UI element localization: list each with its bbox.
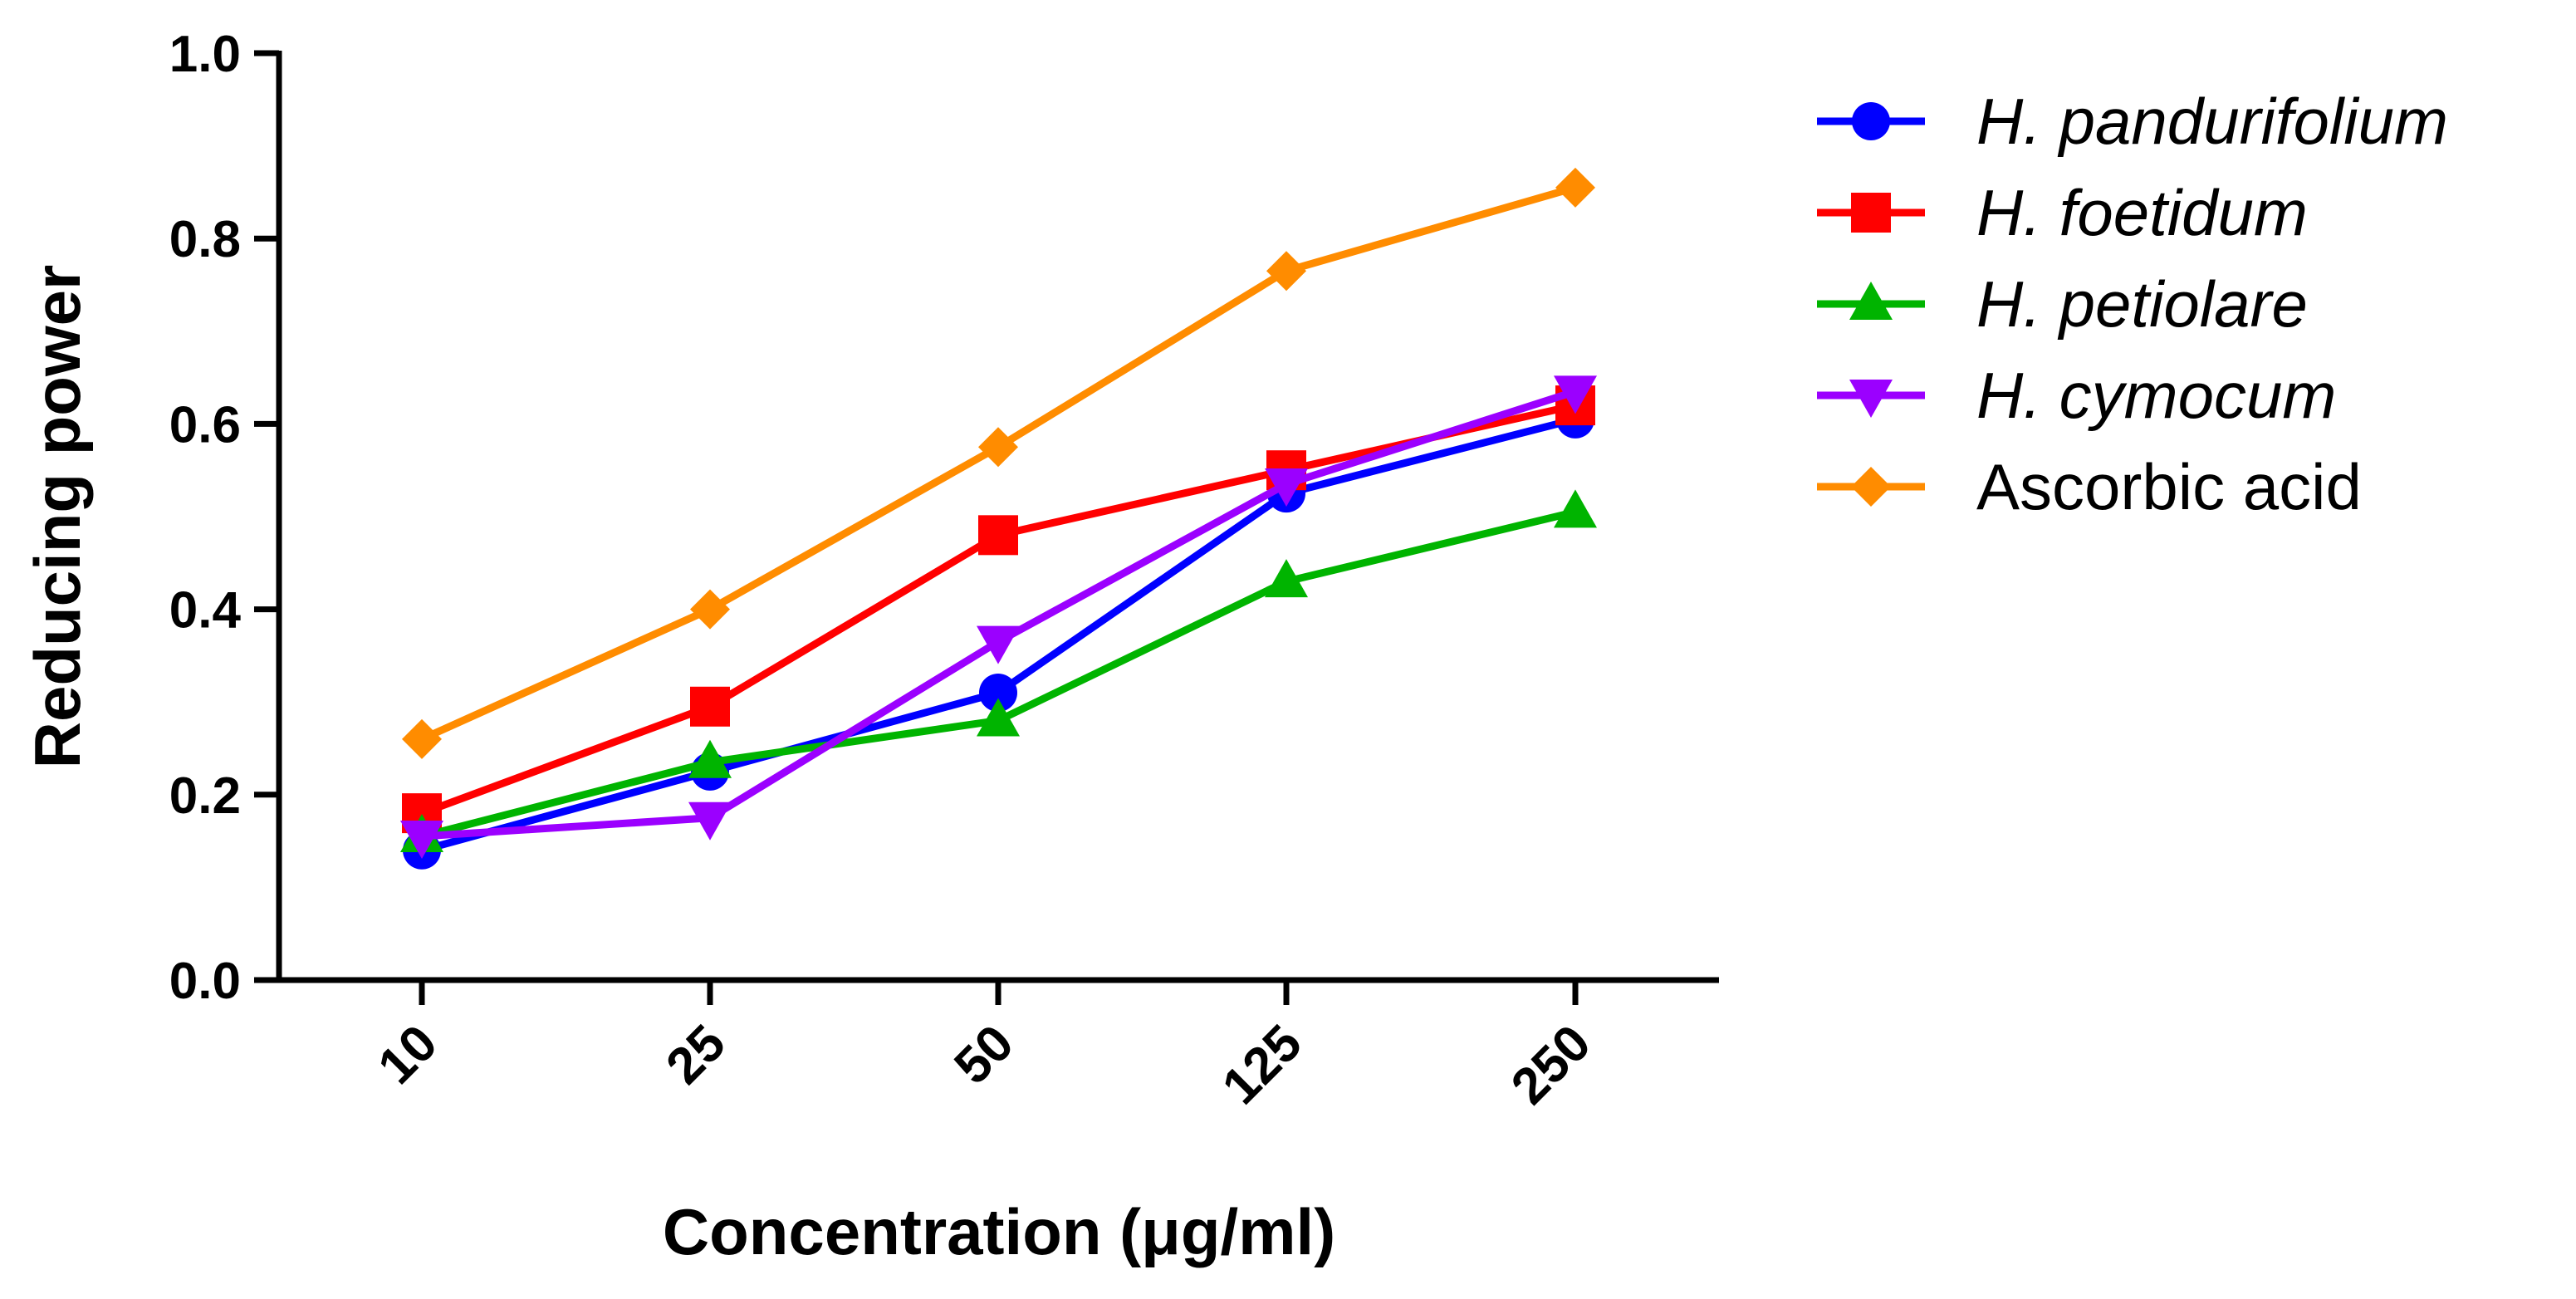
legend-item: H. pandurifolium — [1817, 85, 2448, 158]
legend: H. pandurifolium H. foetidum H. petiolare H… — [1817, 85, 2448, 523]
data-point — [1266, 251, 1306, 292]
data-point — [977, 625, 1020, 664]
data-point — [688, 801, 732, 841]
y-tick-label: 0.0 — [169, 953, 241, 1010]
y-tick-label: 0.8 — [169, 211, 241, 268]
data-point — [402, 718, 442, 759]
data-point — [979, 674, 1017, 713]
legend-label: H. foetidum — [1976, 176, 2308, 249]
series-4 — [402, 167, 1595, 759]
data-point — [977, 698, 1020, 737]
legend-marker — [1849, 282, 1893, 320]
legend-marker — [1851, 193, 1891, 233]
data-point — [1265, 468, 1308, 507]
y-tick-label: 0.6 — [169, 396, 241, 453]
legend-marker — [1852, 102, 1890, 140]
data-point — [688, 739, 732, 778]
x-tick-label: 10 — [367, 1014, 448, 1096]
x-tick-label: 250 — [1501, 1014, 1602, 1115]
data-point — [1554, 375, 1597, 414]
data-point — [1555, 167, 1595, 208]
data-point — [1265, 559, 1308, 598]
x-tick-label: 25 — [655, 1014, 737, 1096]
data-point — [978, 427, 1018, 468]
data-point — [400, 821, 443, 860]
y-tick-label: 0.2 — [169, 767, 241, 825]
y-axis-title: Reducing power — [21, 265, 94, 769]
series-3 — [400, 375, 1597, 860]
legend-label: H. petiolare — [1976, 267, 2308, 341]
data-point — [690, 686, 730, 727]
x-tick-label: 125 — [1212, 1014, 1313, 1115]
legend-item: H. cymocum — [1817, 359, 2336, 432]
legend-item: H. petiolare — [1817, 267, 2308, 341]
legend-label: Ascorbic acid — [1976, 450, 2362, 523]
series-layer — [400, 167, 1597, 870]
legend-label: H. cymocum — [1976, 359, 2336, 432]
data-point — [1554, 489, 1597, 528]
data-point — [690, 589, 730, 630]
legend-item: Ascorbic acid — [1817, 450, 2362, 523]
y-tick-label: 0.4 — [169, 582, 242, 640]
legend-marker — [1849, 380, 1893, 418]
y-tick-label: 1.0 — [169, 26, 241, 83]
x-axis-title: Concentration (μg/ml) — [663, 1195, 1335, 1268]
data-point — [978, 515, 1018, 556]
legend-marker — [1851, 467, 1891, 507]
legend-item: H. foetidum — [1817, 176, 2308, 249]
x-tick-label: 50 — [943, 1014, 1025, 1096]
legend-label: H. pandurifolium — [1976, 85, 2448, 158]
